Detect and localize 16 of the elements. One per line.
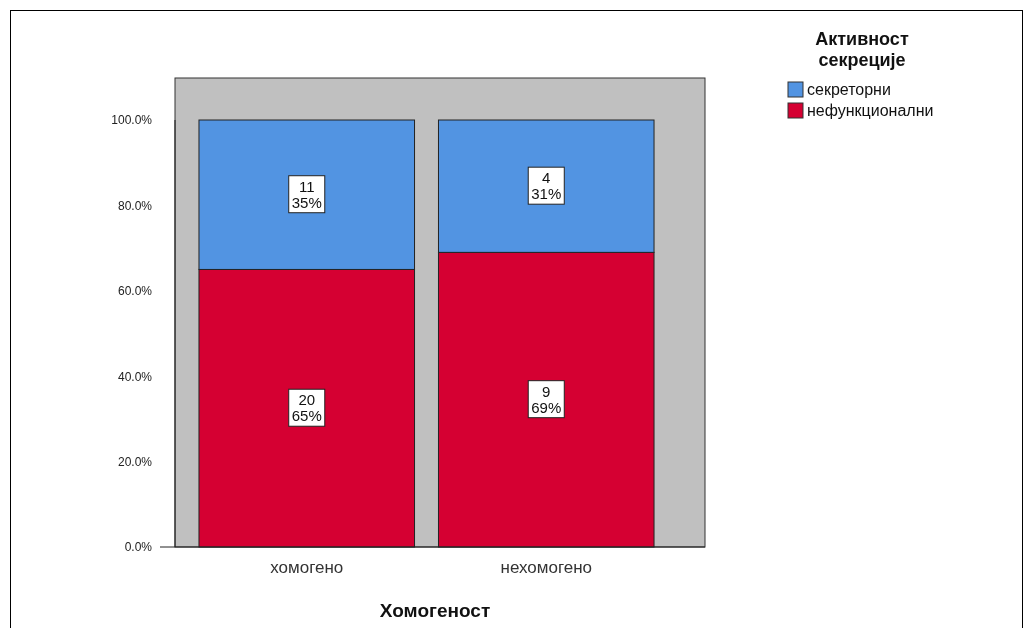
y-tick-label: 0.0%: [124, 540, 153, 555]
y-tick-label: 40.0%: [117, 369, 153, 384]
data-label: 9 69%: [531, 382, 562, 416]
legend-label: секреторни: [807, 81, 891, 98]
x-axis-title: Хомогеност: [379, 600, 491, 621]
legend-title: Активност секреције: [815, 29, 909, 70]
y-tick-label: 60.0%: [117, 284, 153, 299]
data-label: 4 31%: [531, 169, 562, 203]
y-tick-label: 80.0%: [117, 198, 153, 213]
y-tick-label: 100.0%: [111, 113, 153, 128]
x-tick-label: нехомогено: [500, 558, 592, 578]
data-label: 20 65%: [291, 391, 322, 425]
x-tick-label: хомогено: [270, 558, 344, 578]
y-tick-label: 20.0%: [117, 454, 153, 469]
data-label: 11 35%: [291, 177, 322, 211]
text: нефункционални: [807, 102, 934, 119]
